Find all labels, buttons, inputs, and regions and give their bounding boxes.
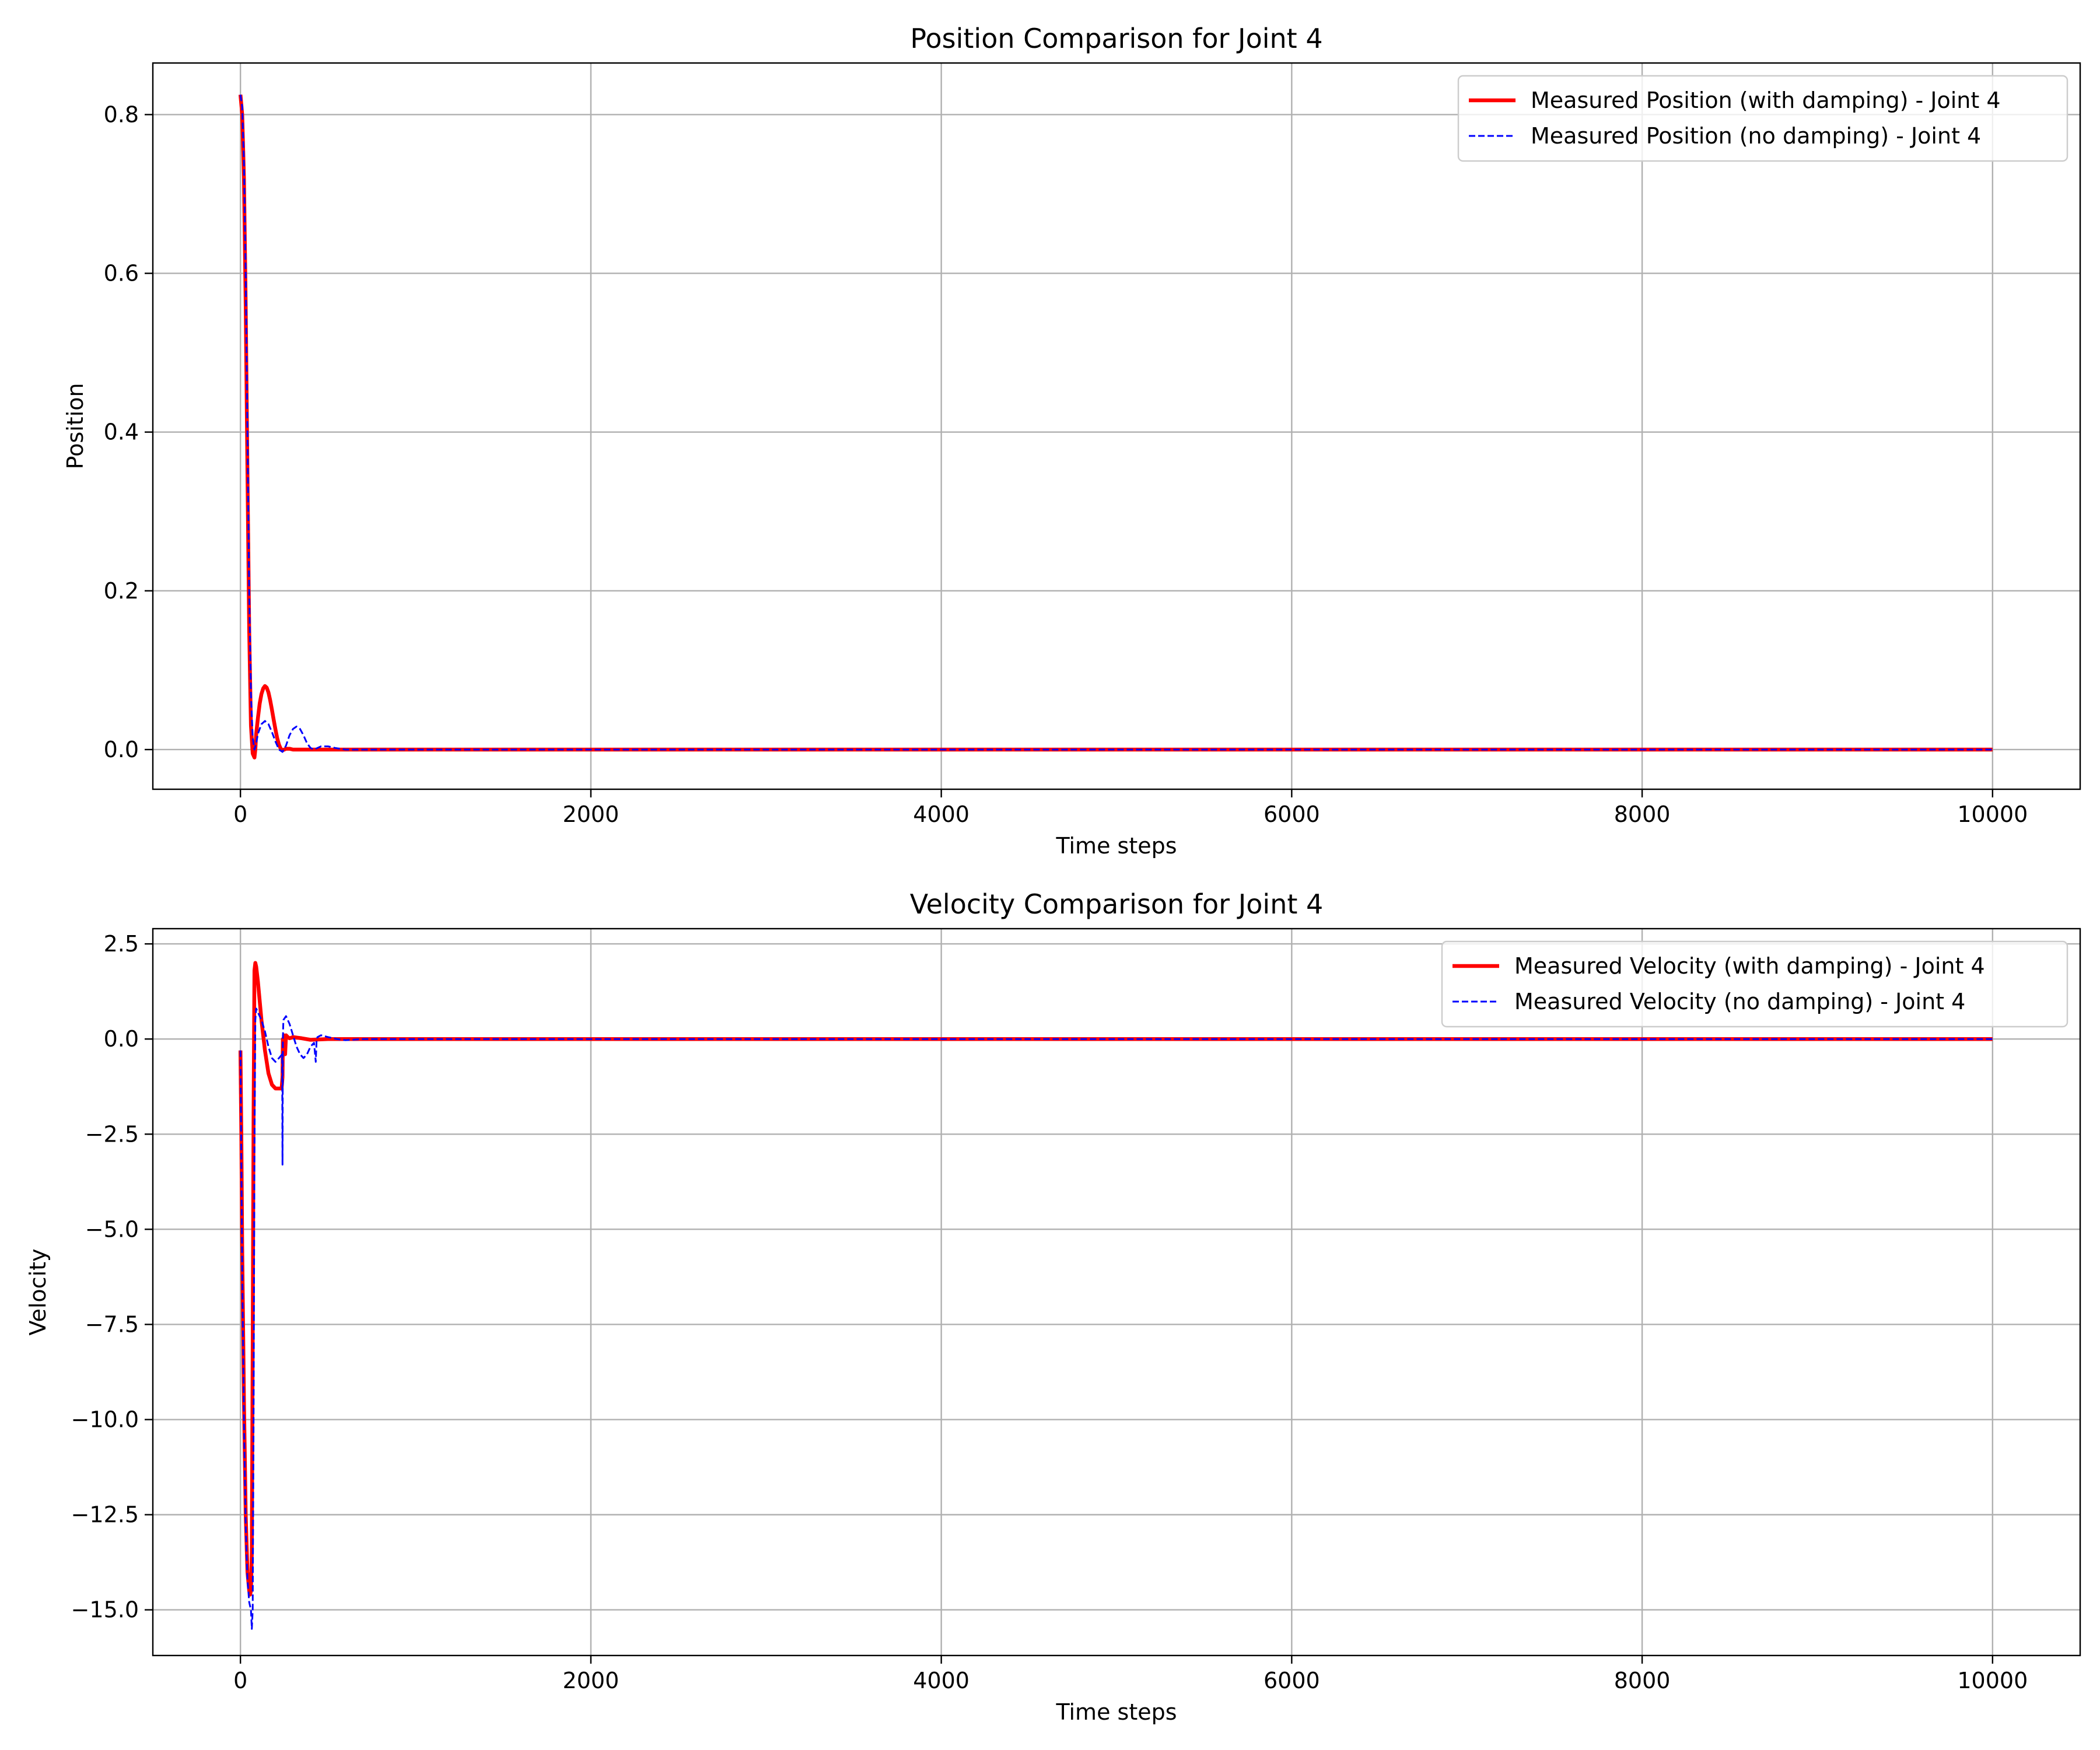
series-line-no-damping — [239, 1007, 1993, 1630]
y-tick-label: 0.0 — [104, 1026, 139, 1052]
x-axis-label: Time steps — [1055, 1699, 1177, 1725]
y-tick-label: −15.0 — [71, 1597, 139, 1623]
x-tick-label: 6000 — [1264, 802, 1320, 827]
y-tick-label: −5.0 — [85, 1216, 139, 1242]
x-tick-label: 4000 — [913, 1668, 970, 1693]
series-line-with-damping — [238, 961, 1993, 1597]
legend-entry: Measured Velocity (with damping) - Joint… — [1514, 953, 1985, 979]
x-tick-label: 0 — [233, 802, 247, 827]
x-tick-label: 8000 — [1614, 802, 1671, 827]
subplot-velocity: 0 2000 4000 6000 8000 10000 2.5 0.0 −2.5 −5.0 −7.5… — [25, 888, 2081, 1725]
series-line-with-damping — [238, 94, 1993, 760]
plot-frame — [152, 928, 2081, 1657]
x-tick-label: 2000 — [563, 802, 620, 827]
x-axis-label: Time steps — [1055, 833, 1177, 859]
y-tick-label: 0.4 — [104, 419, 139, 445]
subplot-position: 0 2000 4000 6000 8000 10000 0.0 0.2 0.4 0.6 0.8 Pos… — [62, 23, 2081, 859]
legend: Measured Position (with damping) - Joint… — [1457, 75, 2068, 162]
x-tick-label: 2000 — [563, 1668, 620, 1693]
series-line-no-damping — [239, 94, 1993, 753]
chart-title: Velocity Comparison for Joint 4 — [910, 888, 1324, 920]
y-axis-label: Velocity — [25, 1248, 51, 1335]
chart-title: Position Comparison for Joint 4 — [910, 23, 1322, 54]
x-tick-label: 10000 — [1957, 802, 2028, 827]
plot-frame — [152, 62, 2081, 790]
x-tick-label: 0 — [233, 1668, 247, 1693]
x-tick-label: 6000 — [1264, 1668, 1320, 1693]
y-tick-label: −7.5 — [85, 1311, 139, 1337]
x-tick-label: 10000 — [1957, 1668, 2028, 1693]
y-tick-label: 0.0 — [104, 737, 139, 762]
y-tick-label: −2.5 — [85, 1121, 139, 1147]
legend-entry: Measured Position (no damping) - Joint 4 — [1531, 123, 1981, 149]
legend-box — [1441, 940, 2068, 1028]
y-tick-label: 0.6 — [104, 261, 139, 286]
x-tick-label: 4000 — [913, 802, 970, 827]
legend-box — [1457, 75, 2068, 162]
y-tick-label: 0.2 — [104, 578, 139, 604]
legend-entry: Measured Position (with damping) - Joint… — [1531, 88, 2001, 113]
x-tick-label: 8000 — [1614, 1668, 1671, 1693]
y-tick-label: −12.5 — [71, 1502, 139, 1528]
legend-entry: Measured Velocity (no damping) - Joint 4 — [1514, 989, 1965, 1014]
y-tick-label: 2.5 — [104, 931, 139, 957]
y-axis-label: Position — [62, 383, 88, 470]
y-tick-label: 0.8 — [104, 102, 139, 127]
legend: Measured Velocity (with damping) - Joint… — [1441, 940, 2068, 1028]
y-tick-label: −10.0 — [71, 1407, 139, 1433]
